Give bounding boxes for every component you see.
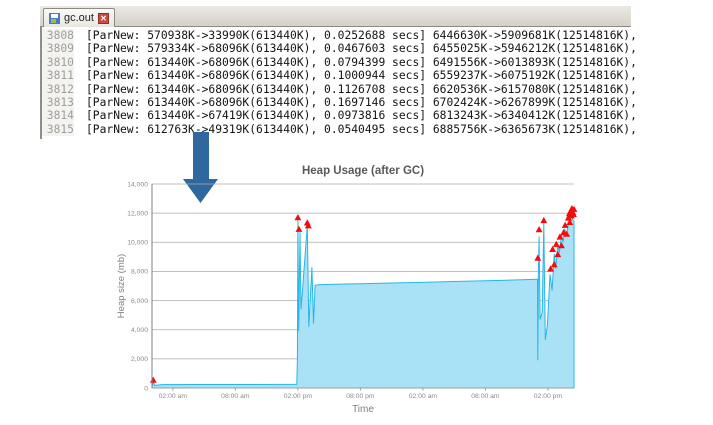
- x-tick-label: 02:00 pm: [534, 393, 563, 400]
- gc-marker-icon: [563, 230, 571, 237]
- line-number: 3812: [42, 82, 74, 96]
- gc-marker-icon: [295, 225, 303, 232]
- gc-marker-icon: [570, 210, 577, 217]
- log-line: 3808 [ParNew: 570938K->33990K(613440K), 0…: [42, 29, 637, 43]
- x-tick-label: 02:00 am: [159, 393, 188, 400]
- gc-marker-icon: [535, 226, 543, 233]
- editor-tab-bar: gc.out ✕: [40, 6, 631, 27]
- log-line: 3812 [ParNew: 613440K->68096K(613440K), 0…: [42, 82, 637, 96]
- gc-marker-icon: [556, 233, 564, 240]
- chart-title: Heap Usage (after GC): [302, 165, 424, 177]
- gc-marker-icon: [554, 250, 562, 258]
- gc-marker-icon: [149, 376, 157, 383]
- log-line: 3809 [ParNew: 579334K->68096K(613440K), 0…: [42, 42, 637, 56]
- line-number: 3815: [42, 122, 74, 137]
- gc-marker-icon: [561, 221, 569, 228]
- tab-close-icon[interactable]: ✕: [97, 12, 109, 24]
- log-line-text: [ParNew: 579334K->68096K(613440K), 0.046…: [86, 42, 637, 56]
- gc-marker-icon: [534, 254, 542, 261]
- x-tick-label: 02:00 am: [409, 393, 438, 400]
- line-number: 3811: [42, 69, 74, 83]
- x-axis-label: Time: [352, 404, 374, 415]
- y-tick-label: 12,000: [127, 210, 148, 217]
- log-editor: gc.out ✕ 3808 [ParNew: 570938K->33990K(61…: [40, 6, 637, 140]
- x-tick-label: 02:00 pm: [284, 393, 313, 400]
- gc-marker-icon: [570, 205, 578, 212]
- gc-marker-icon: [558, 242, 565, 249]
- gc-marker-icon: [294, 214, 302, 221]
- gc-marker-icon: [540, 216, 548, 224]
- tab-gc-out[interactable]: gc.out ✕: [43, 8, 115, 27]
- log-line: 3814 [ParNew: 613440K->67419K(613440K), 0…: [42, 109, 637, 123]
- down-arrow-shape: [183, 132, 218, 203]
- x-tick-label: 08:00 am: [471, 393, 500, 400]
- x-tick-label: 08:00 am: [221, 393, 250, 400]
- file-icon: [49, 12, 60, 24]
- log-line-text: [ParNew: 613440K->68096K(613440K), 0.079…: [86, 55, 637, 69]
- y-tick-label: 8,000: [131, 269, 148, 276]
- y-tick-label: 10,000: [127, 240, 148, 247]
- log-line: 3810 [ParNew: 613440K->68096K(613440K), 0…: [42, 55, 637, 70]
- log-line-text: [ParNew: 613440K->68096K(613440K), 0.169…: [86, 95, 637, 109]
- x-tick-label: 08:00 pm: [346, 393, 375, 400]
- log-line-text: [ParNew: 612763K->49319K(613440K), 0.054…: [86, 122, 637, 136]
- gc-marker-icon: [566, 218, 574, 225]
- y-axis-label: Heap size (mb): [116, 254, 127, 318]
- gc-marker-icon: [547, 265, 554, 272]
- log-line: 3815 [ParNew: 612763K->49319K(613440K), 0…: [42, 122, 637, 137]
- line-number: 3814: [42, 109, 74, 123]
- log-line-text: [ParNew: 613440K->68096K(613440K), 0.112…: [86, 82, 637, 96]
- gc-marker-icon: [549, 245, 556, 252]
- down-arrow-icon: [183, 132, 218, 203]
- y-tick-label: 14,000: [127, 181, 148, 188]
- editor-body[interactable]: 3808 [ParNew: 570938K->33990K(613440K), 0…: [40, 27, 637, 140]
- chart-svg: 0 2,000 4,000 6,000 8,000 10,000 12,000 14,000 0…: [116, 165, 578, 415]
- line-number: 3809: [42, 42, 74, 56]
- line-number: 3813: [42, 95, 74, 110]
- log-line: 3811 [ParNew: 613440K->68096K(613440K), 0…: [42, 69, 637, 83]
- log-line: 3813 [ParNew: 613440K->68096K(613440K), 0…: [42, 95, 637, 110]
- area-series-heap-after-gc: [151, 218, 575, 389]
- log-line-text: [ParNew: 613440K->68096K(613440K), 0.100…: [86, 69, 637, 83]
- log-line-text: [ParNew: 613440K->67419K(613440K), 0.097…: [86, 109, 637, 123]
- y-tick-label: 4,000: [131, 327, 148, 334]
- y-tick-label: 2,000: [131, 356, 148, 363]
- gc-marker-icon: [552, 240, 560, 247]
- tab-label: gc.out: [64, 12, 94, 24]
- line-number: 3808: [42, 29, 74, 43]
- heap-usage-chart: 0 2,000 4,000 6,000 8,000 10,000 12,000 14,000 0…: [112, 160, 592, 425]
- gc-marker-icon: [564, 214, 572, 221]
- log-line-text: [ParNew: 570938K->33990K(613440K), 0.025…: [86, 29, 637, 42]
- gc-marker-icon: [304, 222, 312, 229]
- y-tick-label: 0: [144, 385, 148, 392]
- gc-marker-icon: [550, 261, 558, 268]
- y-tick-label: 6,000: [131, 298, 148, 305]
- line-number: 3810: [42, 55, 74, 70]
